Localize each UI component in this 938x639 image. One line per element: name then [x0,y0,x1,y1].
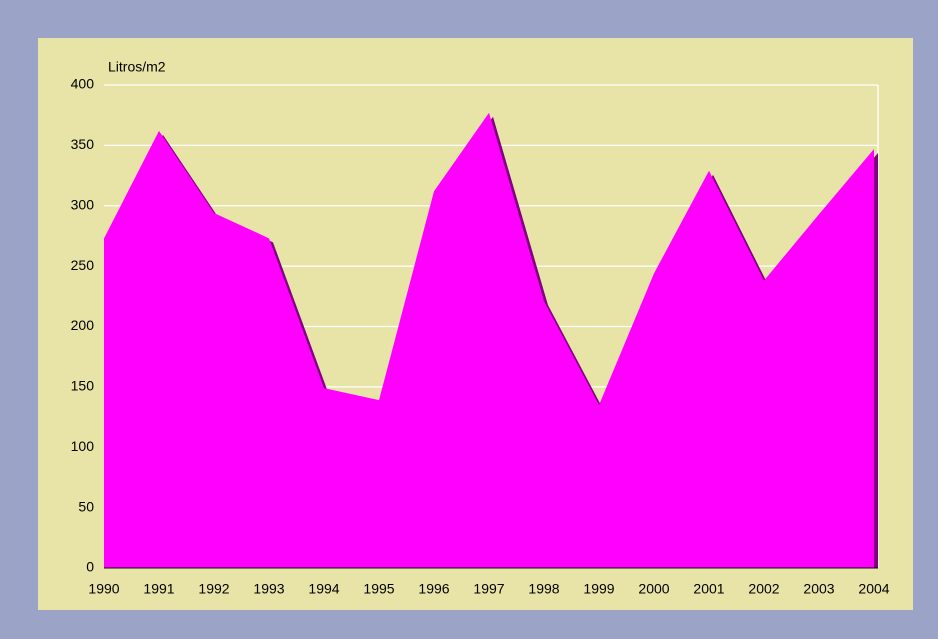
y-tick-label: 250 [71,257,95,273]
x-tick-label: 1993 [253,581,284,597]
y-tick-label: 400 [71,76,95,92]
x-tick-label: 2002 [748,581,779,597]
y-tick-label: 300 [71,196,95,212]
x-tick-label: 1996 [418,581,449,597]
x-tick-label: 2003 [803,581,834,597]
x-tick-label: 1995 [363,581,394,597]
y-tick-label: 0 [86,559,94,575]
x-tick-label: 1999 [583,581,614,597]
y-axis-label: Litros/m2 [108,59,166,75]
y-tick-label: 150 [71,378,95,394]
x-tick-label: 1998 [528,581,559,597]
x-tick-label: 2004 [858,581,889,597]
x-tick-label: 1992 [198,581,229,597]
x-tick-label: 2001 [693,581,724,597]
area [104,112,874,569]
y-tick-label: 200 [71,317,95,333]
y-tick-label: 350 [71,136,95,152]
x-tick-label: 1997 [473,581,504,597]
x-tick-label: 1990 [88,581,119,597]
x-tick-label: 2000 [638,581,669,597]
x-tick-label: 1991 [143,581,174,597]
x-tick-label: 1994 [308,581,339,597]
y-tick-label: 50 [78,498,94,514]
y-tick-label: 100 [71,438,95,454]
